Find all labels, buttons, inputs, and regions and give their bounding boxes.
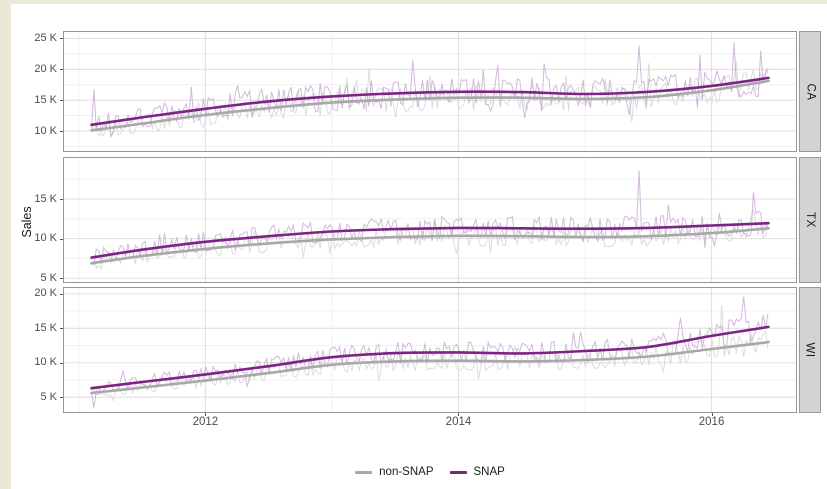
panel-border bbox=[63, 287, 797, 413]
y-tick-label: 15 K bbox=[34, 192, 57, 205]
facet-panel-TX bbox=[63, 157, 797, 283]
y-tick-mark bbox=[60, 199, 63, 200]
legend-item-non-SNAP: non-SNAP bbox=[355, 466, 434, 478]
y-tick-mark bbox=[60, 278, 63, 280]
legend-key-line-icon bbox=[449, 470, 467, 474]
y-tick-mark bbox=[60, 238, 63, 240]
y-tick-mark bbox=[60, 100, 63, 102]
facet-strip-label: CA bbox=[803, 83, 816, 100]
raw-series-SNAP bbox=[91, 42, 769, 138]
y-tick-label: 10 K bbox=[34, 124, 57, 137]
legend-key-line-icon bbox=[355, 470, 373, 474]
y-tick-label: 10 K bbox=[34, 356, 57, 369]
y-tick-mark bbox=[60, 69, 63, 71]
facet-strip-WI: WI bbox=[799, 287, 821, 413]
legend-label: non-SNAP bbox=[379, 466, 434, 478]
smooth-series-SNAP bbox=[90, 325, 770, 390]
x-tick-label: 2016 bbox=[698, 416, 725, 428]
y-tick-label: 10 K bbox=[34, 232, 57, 245]
y-tick-label: 15 K bbox=[34, 93, 57, 106]
y-tick-mark bbox=[60, 397, 63, 399]
y-tick-label: 20 K bbox=[34, 287, 57, 300]
facet-strip-TX: TX bbox=[799, 157, 821, 283]
x-tick-mark bbox=[205, 413, 207, 416]
gridlines bbox=[63, 31, 797, 152]
panel-border bbox=[63, 31, 797, 152]
facet-panel-CA bbox=[63, 31, 797, 152]
raw-series-non-SNAP bbox=[91, 208, 769, 270]
gridlines bbox=[63, 157, 797, 283]
y-tick-label: 20 K bbox=[34, 62, 57, 75]
x-tick-mark bbox=[458, 413, 460, 416]
y-tick-mark bbox=[60, 362, 63, 364]
raw-series-SNAP bbox=[91, 170, 769, 266]
y-tick-mark bbox=[60, 38, 63, 40]
legend-item-SNAP: SNAP bbox=[449, 466, 505, 478]
facet-panel-WI bbox=[63, 287, 797, 413]
smooth-series-non-SNAP bbox=[90, 340, 770, 395]
y-tick-mark bbox=[60, 328, 63, 330]
panel-border bbox=[63, 157, 797, 283]
x-tick-label: 2014 bbox=[445, 416, 472, 428]
y-tick-label: 5 K bbox=[40, 390, 57, 403]
facet-strip-label: WI bbox=[804, 342, 816, 358]
y-tick-label: 5 K bbox=[40, 271, 57, 284]
facet-strip-label: TX bbox=[803, 212, 816, 228]
legend: non-SNAP SNAP bbox=[63, 461, 797, 483]
y-tick-label: 25 K bbox=[34, 31, 57, 44]
raw-series-non-SNAP bbox=[91, 305, 769, 402]
y-tick-mark bbox=[60, 293, 63, 295]
smooth-series-non-SNAP bbox=[90, 79, 770, 132]
x-tick-mark bbox=[711, 413, 713, 416]
x-tick-label: 2012 bbox=[192, 416, 219, 428]
smooth-series-non-SNAP bbox=[90, 227, 770, 265]
smooth-series-SNAP bbox=[90, 221, 770, 259]
facet-strip-CA: CA bbox=[799, 31, 821, 152]
y-tick-label: 15 K bbox=[34, 321, 57, 334]
legend-label: SNAP bbox=[473, 466, 505, 478]
smooth-series-SNAP bbox=[90, 76, 770, 127]
y-tick-mark bbox=[60, 131, 63, 132]
